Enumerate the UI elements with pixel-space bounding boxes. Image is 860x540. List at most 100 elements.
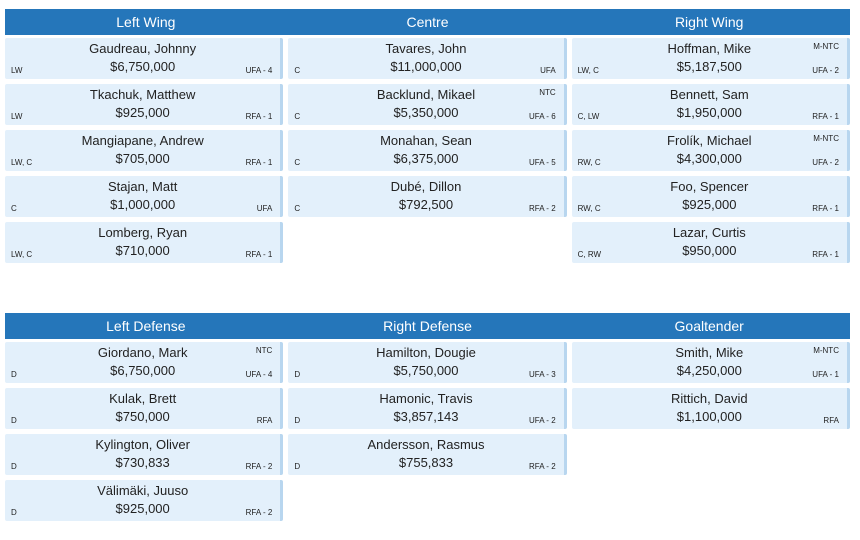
player-card[interactable]: Kulak, Brett $750,000 D RFA: [5, 388, 284, 429]
player-position: LW: [11, 112, 23, 121]
player-name: Tkachuk, Matthew: [89, 87, 196, 102]
player-card[interactable]: Mangiapane, Andrew $705,000 LW, C RFA - 1: [5, 130, 284, 171]
player-salary: $1,950,000: [676, 105, 742, 120]
player-name: Kylington, Oliver: [95, 437, 190, 452]
right-wing-column: Hoffman, Mike $5,187,500 LW, C UFA - 2 M-NTC…: [571, 38, 850, 263]
player-position: RW, C: [577, 204, 601, 213]
header-right-defense: Right Defense: [383, 318, 472, 334]
player-name: Lazar, Curtis: [672, 225, 746, 240]
player-salary: $4,300,000: [676, 151, 742, 166]
left-wing-column: Gaudreau, Johnny $6,750,000 LW UFA - 4 Tkach…: [5, 38, 284, 263]
player-contract-status: UFA - 1: [812, 370, 839, 379]
player-position: C: [11, 204, 17, 213]
player-contract-status: UFA - 4: [245, 370, 273, 379]
player-contract-status: UFA - 6: [528, 112, 556, 121]
centre-column: Tavares, John $11,000,000 C UFA Backlund, Mi…: [288, 38, 567, 263]
player-contract-status: UFA - 2: [812, 66, 839, 75]
player-position: D: [11, 370, 17, 379]
player-card[interactable]: Kylington, Oliver $730,833 D RFA - 2: [5, 434, 284, 475]
player-contract-status: RFA: [823, 416, 839, 425]
player-position: C: [294, 158, 301, 167]
player-salary: $5,350,000: [393, 105, 459, 120]
player-salary: $705,000: [115, 151, 170, 166]
player-salary: $730,833: [115, 455, 170, 470]
player-card[interactable]: Smith, Mike $4,250,000 UFA - 1 M-NTC: [571, 342, 850, 383]
player-contract-status: UFA - 2: [528, 416, 556, 425]
player-name: Gaudreau, Johnny: [89, 41, 197, 56]
player-card[interactable]: Dubé, Dillon $792,500 C RFA - 2: [288, 176, 567, 217]
player-card[interactable]: Frolík, Michael $4,300,000 RW, C UFA - 2 M-N…: [571, 130, 850, 171]
player-card[interactable]: Rittich, David $1,100,000 RFA: [571, 388, 850, 429]
player-name: Lomberg, Ryan: [98, 225, 188, 240]
header-centre: Centre: [406, 14, 449, 30]
player-contract-status: RFA - 1: [812, 250, 839, 259]
header-left-defense: Left Defense: [106, 318, 186, 334]
player-contract-status: RFA - 1: [245, 250, 273, 259]
player-clause: M-NTC: [813, 346, 839, 355]
player-contract-status: UFA: [256, 204, 273, 213]
player-card[interactable]: Hamonic, Travis $3,857,143 D UFA - 2: [288, 388, 567, 429]
player-card[interactable]: Tkachuk, Matthew $925,000 LW RFA - 1: [5, 84, 284, 125]
player-contract-status: RFA - 1: [245, 158, 273, 167]
player-card[interactable]: Hoffman, Mike $5,187,500 LW, C UFA - 2 M-NTC: [571, 38, 850, 79]
player-contract-status: RFA - 1: [812, 204, 839, 213]
player-salary: $4,250,000: [676, 363, 742, 378]
player-salary: $5,187,500: [676, 59, 742, 74]
player-contract-status: RFA - 2: [528, 204, 556, 213]
player-position: LW, C: [577, 66, 599, 75]
player-card[interactable]: Tavares, John $11,000,000 C UFA: [288, 38, 567, 79]
player-name: Bennett, Sam: [669, 87, 749, 102]
player-salary: $925,000: [115, 105, 170, 120]
player-position: C: [294, 66, 301, 75]
right-defense-column: Hamilton, Dougie $5,750,000 D UFA - 3 Hamoni…: [288, 342, 567, 521]
player-position: D: [294, 370, 301, 379]
header-goaltender: Goaltender: [674, 318, 744, 334]
player-contract-status: RFA - 1: [812, 112, 839, 121]
player-name: Foo, Spencer: [670, 179, 749, 194]
player-position: C: [294, 204, 301, 213]
player-position: D: [11, 508, 17, 517]
header-right-wing: Right Wing: [674, 14, 744, 30]
player-name: Mangiapane, Andrew: [81, 133, 204, 148]
player-card[interactable]: Hamilton, Dougie $5,750,000 D UFA - 3: [288, 342, 567, 383]
player-name: Stajan, Matt: [107, 179, 178, 194]
player-name: Giordano, Mark: [97, 345, 188, 360]
player-card[interactable]: Giordano, Mark $6,750,000 D UFA - 4 NTC: [5, 342, 284, 383]
player-contract-status: RFA: [256, 416, 273, 425]
player-salary: $1,100,000: [676, 409, 742, 424]
player-clause: NTC: [255, 346, 273, 355]
player-name: Hamilton, Dougie: [376, 345, 476, 360]
player-position: C: [294, 112, 301, 121]
player-contract-status: UFA - 4: [245, 66, 273, 75]
player-position: D: [11, 462, 17, 471]
player-card[interactable]: Bennett, Sam $1,950,000 C, LW RFA - 1: [571, 84, 850, 125]
player-name: Frolík, Michael: [667, 133, 752, 148]
player-salary: $750,000: [115, 409, 170, 424]
player-card[interactable]: Andersson, Rasmus $755,833 D RFA - 2: [288, 434, 567, 475]
player-position: LW, C: [11, 158, 33, 167]
goaltender-column: Smith, Mike $4,250,000 UFA - 1 M-NTC Rittich…: [571, 342, 850, 521]
forwards-header: Left Wing Centre Right Wing: [5, 9, 850, 35]
player-position: LW, C: [11, 250, 33, 259]
player-salary: $792,500: [398, 197, 454, 212]
player-card[interactable]: Välimäki, Juuso $925,000 D RFA - 2: [5, 480, 284, 521]
player-card[interactable]: Monahan, Sean $6,375,000 C UFA - 5: [288, 130, 567, 171]
player-position: D: [294, 416, 301, 425]
player-position: D: [11, 416, 17, 425]
player-salary: $925,000: [115, 501, 170, 516]
player-card[interactable]: Gaudreau, Johnny $6,750,000 LW UFA - 4: [5, 38, 284, 79]
player-salary: $5,750,000: [393, 363, 459, 378]
player-card[interactable]: Stajan, Matt $1,000,000 C UFA: [5, 176, 284, 217]
player-name: Tavares, John: [385, 41, 467, 56]
player-name: Monahan, Sean: [380, 133, 472, 148]
player-card[interactable]: Foo, Spencer $925,000 RW, C RFA - 1: [571, 176, 850, 217]
player-contract-status: UFA: [540, 66, 556, 75]
player-position: D: [294, 462, 301, 471]
player-card[interactable]: Backlund, Mikael $5,350,000 C UFA - 6 NTC: [288, 84, 567, 125]
player-contract-status: UFA - 2: [812, 158, 839, 167]
player-clause: M-NTC: [813, 134, 839, 143]
player-card[interactable]: Lazar, Curtis $950,000 C, RW RFA - 1: [571, 222, 850, 263]
player-salary: $6,750,000: [110, 59, 176, 74]
player-card[interactable]: Lomberg, Ryan $710,000 LW, C RFA - 1: [5, 222, 284, 263]
player-name: Dubé, Dillon: [390, 179, 462, 194]
